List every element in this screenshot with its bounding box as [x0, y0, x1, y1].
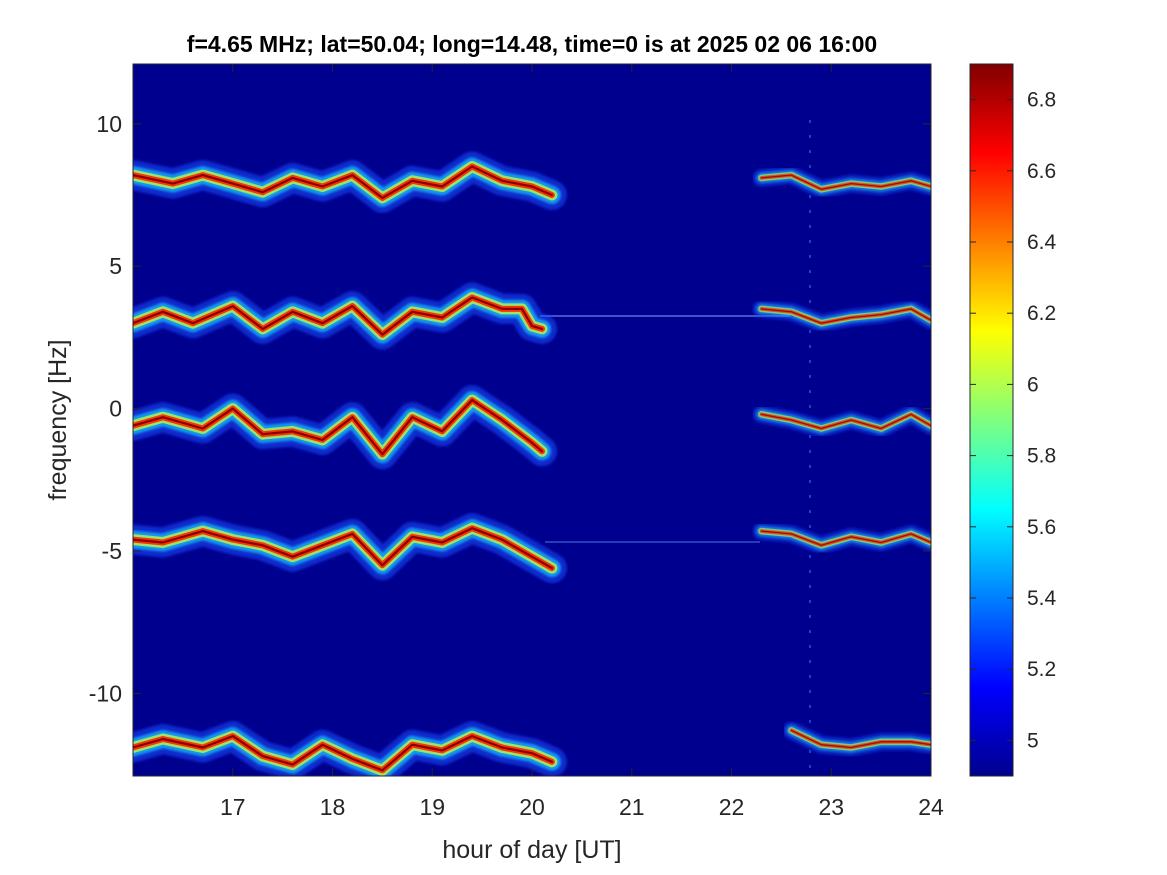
colorbar-tick-label: 6.2: [1027, 302, 1056, 325]
x-axis: 17 18 19 20 21 22 23 24: [220, 64, 944, 820]
y-tick-label: 10: [96, 111, 122, 137]
y-tick-label: 5: [109, 253, 122, 279]
doppler-trace-4-layer-4: [133, 399, 544, 456]
colorbar-tick-label: 6.8: [1027, 89, 1056, 112]
colorbar-tick-label: 5.4: [1027, 587, 1057, 610]
colorbar-tick-label: 5.8: [1027, 445, 1056, 468]
y-tick-label: -10: [89, 680, 122, 706]
chart-title: f=4.65 MHz; lat=50.04; long=14.48, time=…: [187, 31, 877, 57]
doppler-trace-8-layer-4: [133, 735, 553, 772]
doppler-trace-1-layer-4: [760, 174, 931, 190]
x-tick-label: 17: [220, 794, 246, 820]
x-tick-label: 22: [719, 794, 745, 820]
y-tick-label: -5: [102, 538, 122, 564]
y-axis: 10 5 0 -5 -10: [89, 111, 931, 706]
colorbar-gradient: [969, 63, 1014, 777]
y-axis-label: frequency [Hz]: [44, 339, 72, 500]
colorbar-tick-label: 6: [1027, 373, 1039, 396]
doppler-trace-2-layer-4: [133, 296, 544, 336]
x-axis-label: hour of day [UT]: [442, 836, 621, 864]
x-tick-label: 21: [619, 794, 645, 820]
colorbar-tick-label: 6.6: [1027, 160, 1056, 183]
colorbar-tick-label: 5.2: [1027, 658, 1056, 681]
doppler-trace-3-layer-4: [760, 308, 931, 324]
doppler-trace-6-layer-4: [133, 527, 553, 570]
doppler-trace-7-layer-4: [760, 530, 931, 546]
x-tick-label: 18: [320, 794, 346, 820]
colorbar: 6.8 6.6 6.4 6.2 6 5.8 5.6 5.4 5.2 5: [969, 63, 1057, 777]
plot-area: [133, 120, 931, 776]
y-tick-label: 0: [109, 396, 122, 422]
colorbar-tick-label: 5.6: [1027, 516, 1056, 539]
doppler-trace-0-layer-4: [133, 165, 553, 199]
doppler-trace-5-layer-4: [760, 413, 931, 430]
x-tick-label: 20: [519, 794, 545, 820]
colorbar-tick-label: 6.4: [1027, 231, 1057, 254]
x-tick-label: 24: [918, 794, 944, 820]
doppler-trace-9-layer-4: [790, 729, 931, 749]
colorbar-tick-label: 5: [1027, 729, 1039, 752]
x-tick-label: 23: [818, 794, 844, 820]
x-tick-label: 19: [419, 794, 445, 820]
